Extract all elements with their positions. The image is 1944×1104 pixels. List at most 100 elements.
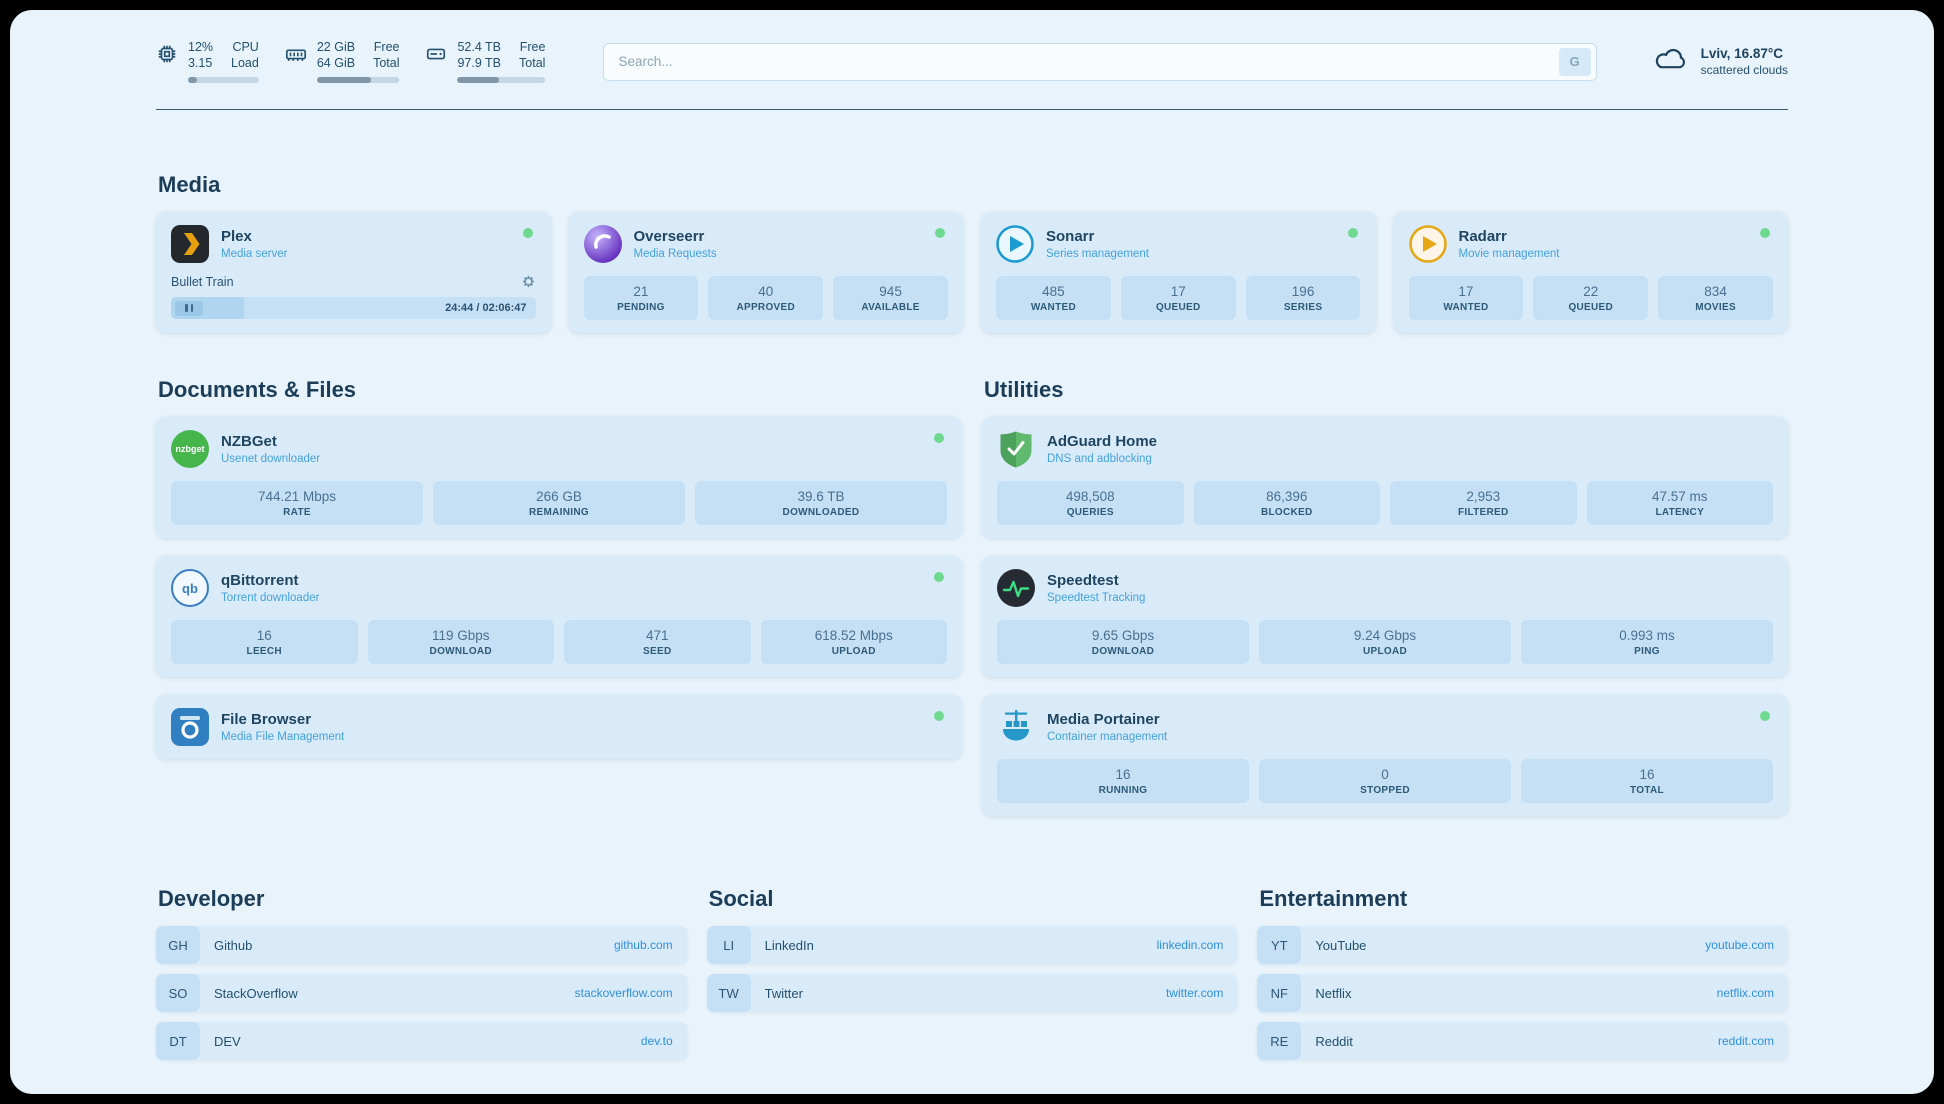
disk-progress-bar [457, 77, 546, 83]
adguard-icon [997, 430, 1035, 468]
bookmark-name: Netflix [1315, 985, 1352, 1001]
cpu-caption-1: CPU [232, 40, 259, 54]
app-name: Speedtest [1047, 572, 1119, 589]
cpu-progress-bar [188, 77, 259, 83]
app-card-plex[interactable]: Plex Media server Bullet Train 24:4 [156, 212, 551, 333]
bookmark-abbr: RE [1257, 1022, 1302, 1060]
bookmark-youtube[interactable]: YT YouTube youtube.com [1257, 926, 1788, 964]
stat-tile: 17 WANTED [1408, 276, 1524, 320]
stat-tile: 39.6 TB DOWNLOADED [695, 481, 947, 525]
stat-tile: 21 PENDING [583, 276, 699, 320]
stat-tile: 485 WANTED [996, 276, 1111, 320]
app-card-portainer[interactable]: Media Portainer Container management 16 R… [982, 695, 1788, 816]
bookmark-abbr: YT [1257, 926, 1302, 964]
app-subtitle: Speedtest Tracking [1047, 592, 1146, 604]
stat-tile: 834 MOVIES [1658, 276, 1773, 320]
app-card-overseerr[interactable]: Overseerr Media Requests 21 PENDING 40 APP… [568, 212, 963, 333]
cpu-caption-2: Load [231, 56, 259, 70]
bookmark-url[interactable]: netflix.com [1716, 986, 1774, 1000]
weather-widget: Lviv, 16.87°C scattered clouds [1651, 44, 1788, 79]
bookmark-name: Reddit [1315, 1033, 1353, 1049]
stat-tile: 9.65 Gbps DOWNLOAD [997, 620, 1249, 664]
stat-tile: 2,953 FILTERED [1390, 481, 1577, 525]
disk-caption-1: Free [519, 40, 546, 54]
bookmark-github[interactable]: GH Github github.com [156, 926, 687, 964]
pause-icon[interactable] [175, 300, 203, 316]
status-dot [934, 711, 944, 721]
stat-tile: 86,396 BLOCKED [1193, 481, 1380, 525]
stat-tile: 0.993 ms PING [1521, 620, 1773, 664]
app-card-adguard[interactable]: AdGuard Home DNS and adblocking 498,508 Q… [982, 417, 1788, 538]
bookmark-url[interactable]: github.com [613, 938, 673, 952]
bookmark-linkedin[interactable]: LI LinkedIn linkedin.com [706, 926, 1238, 964]
section-title-media: Media [158, 172, 221, 197]
bookmark-url[interactable]: twitter.com [1165, 986, 1224, 1000]
section-title-developer: Developer [158, 886, 265, 911]
status-dot [935, 228, 945, 238]
status-dot [934, 572, 944, 582]
radarr-icon [1408, 225, 1447, 263]
bookmark-url[interactable]: linkedin.com [1156, 938, 1224, 952]
bookmark-name: YouTube [1315, 937, 1367, 953]
app-card-nzbget[interactable]: nzbget NZBGet Usenet downloader 744.21 M… [156, 417, 962, 538]
ram-caption-1: Free [373, 40, 400, 54]
dashboard: 12% CPU 3.15 Load 22 GiB Free 64 GiB Tot… [10, 10, 1934, 1094]
app-card-speedtest[interactable]: Speedtest Speedtest Tracking 9.65 Gbps DO… [982, 556, 1788, 677]
bookmark-url[interactable]: dev.to [640, 1034, 673, 1048]
bookmark-stackoverflow[interactable]: SO StackOverflow stackoverflow.com [156, 974, 687, 1012]
app-subtitle: Media Requests [633, 248, 717, 260]
bookmark-netflix[interactable]: NF Netflix netflix.com [1257, 974, 1788, 1012]
status-dot [1760, 711, 1770, 721]
app-name: File Browser [221, 711, 312, 728]
stat-tile: 40 APPROVED [708, 276, 824, 320]
app-card-filebrowser[interactable]: File Browser Media File Management [156, 695, 962, 759]
app-subtitle: Container management [1047, 731, 1168, 743]
section-title-entertainment: Entertainment [1259, 886, 1408, 911]
app-name: Radarr [1458, 228, 1507, 245]
stat-tile: 9.24 Gbps UPLOAD [1259, 620, 1511, 664]
bookmark-dev[interactable]: DT DEV dev.to [156, 1022, 687, 1060]
stat-tile: 17 QUEUED [1120, 276, 1236, 320]
bookmark-twitter[interactable]: TW Twitter twitter.com [706, 974, 1238, 1012]
app-name: qBittorrent [221, 572, 299, 589]
search-bar: G [603, 42, 1597, 81]
stat-tile: 16 TOTAL [1521, 759, 1773, 803]
playback-progress-bar[interactable]: 24:44 / 02:06:47 [171, 297, 536, 319]
bookmark-abbr: NF [1257, 974, 1302, 1012]
bookmark-url[interactable]: youtube.com [1705, 938, 1774, 952]
app-card-sonarr[interactable]: Sonarr Series management 485 WANTED 17 QUE… [981, 212, 1376, 333]
app-name: Plex [221, 228, 252, 245]
app-subtitle: Media server [221, 248, 288, 260]
disk-caption-2: Total [519, 56, 546, 70]
search-input[interactable] [618, 54, 1559, 69]
search-engine-button[interactable]: G [1558, 47, 1591, 76]
stat-tile: 498,508 QUERIES [997, 481, 1184, 525]
ram-value-1: 22 GiB [316, 40, 356, 54]
stat-tile: 945 AVAILABLE [833, 276, 948, 320]
stat-tile: 266 GB REMAINING [433, 481, 685, 525]
stat-tile: 47.57 ms LATENCY [1586, 481, 1773, 525]
stat-tile: 22 QUEUED [1533, 276, 1649, 320]
cpu-value-2: 3.15 [188, 56, 213, 70]
bookmark-url[interactable]: reddit.com [1717, 1034, 1774, 1048]
stat-tile: 119 Gbps DOWNLOAD [367, 620, 554, 664]
app-card-qbittorrent[interactable]: qb qBittorrent Torrent downloader 16 LEEC… [156, 556, 962, 677]
stat-tile: 744.21 Mbps RATE [171, 481, 423, 525]
plex-now-playing: Bullet Train 24:44 / 02:06:47 [171, 274, 536, 319]
stat-tile: 196 SERIES [1245, 276, 1361, 320]
gear-icon[interactable] [521, 274, 536, 289]
now-playing-title: Bullet Train [171, 274, 234, 289]
bookmark-reddit[interactable]: RE Reddit reddit.com [1257, 1022, 1788, 1060]
weather-location: Lviv, 16.87°C [1700, 46, 1784, 61]
bookmark-abbr: GH [156, 926, 200, 964]
app-card-radarr[interactable]: Radarr Movie management 17 WANTED 22 QUEUE… [1393, 212, 1788, 333]
bookmark-url[interactable]: stackoverflow.com [574, 986, 673, 1000]
app-name: Media Portainer [1047, 711, 1160, 728]
bookmark-abbr: SO [156, 974, 200, 1012]
bookmark-name: StackOverflow [214, 985, 298, 1001]
section-title-documents: Documents & Files [158, 377, 357, 402]
disk-icon [425, 43, 447, 70]
ram-icon [285, 43, 307, 70]
app-subtitle: Movie management [1458, 248, 1560, 260]
cpu-value-1: 12% [188, 40, 214, 54]
